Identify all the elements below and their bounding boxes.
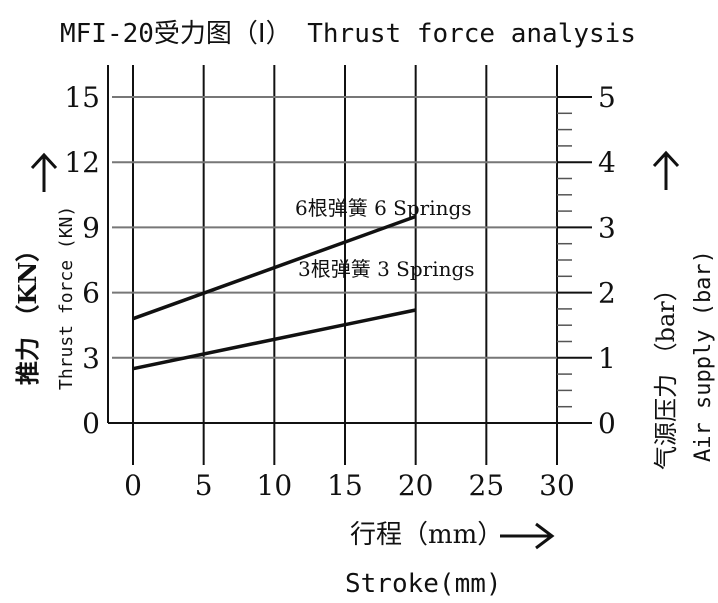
right-axis-title-en: Air supply (bar) — [691, 250, 716, 462]
x-tick-label: 20 — [398, 469, 434, 502]
x-tick-label: 5 — [195, 469, 213, 502]
right-arrow-icon — [500, 522, 555, 550]
grid — [112, 65, 558, 465]
y-right-tick-label: 3 — [598, 211, 616, 244]
y-left-tick-label: 0 — [82, 407, 100, 440]
series-lines — [132, 214, 417, 371]
x-axis-title: 行程（mm） Stroke(mm) — [345, 520, 555, 599]
series-label: 6根弹簧 6 Springs — [295, 196, 472, 220]
y-left-tick-label: 12 — [64, 146, 100, 179]
y-left-tick-label: 15 — [64, 81, 100, 114]
x-tick-labels: 0 5 10 15 20 25 30 — [124, 469, 575, 502]
x-axis-title-en: Stroke(mm) — [345, 569, 502, 599]
chart-title: MFI-20受力图（Ⅰ） Thrust force analysis — [60, 19, 636, 49]
x-tick-label: 15 — [327, 469, 363, 502]
y-right-tick-labels: 0 1 2 3 4 5 — [598, 81, 616, 440]
series-label: 3根弹簧 3 Springs — [298, 257, 475, 281]
x-tick-label: 10 — [257, 469, 293, 502]
left-axis-title: 推力 （KN） Thrust force (KN) — [13, 152, 77, 390]
right-axis-title-cn: 气源压力 （bar） — [652, 277, 680, 470]
y-right-tick-label: 4 — [598, 146, 616, 179]
right-axis-title: 气源压力 （bar） Air supply (bar) — [652, 150, 716, 470]
up-arrow-icon — [652, 150, 680, 190]
left-axis-title-cn: 推力 （KN） — [13, 238, 42, 385]
x-tick-label: 25 — [469, 469, 505, 502]
right-axis-minor-ticks — [557, 112, 572, 408]
x-axis-title-cn: 行程（mm） — [350, 520, 503, 550]
y-left-tick-label: 6 — [82, 277, 100, 310]
y-right-tick-label: 0 — [598, 407, 616, 440]
y-right-tick-label: 2 — [598, 277, 616, 310]
y-left-tick-label: 9 — [82, 211, 100, 244]
series-line — [132, 308, 417, 371]
x-tick-label: 0 — [124, 469, 142, 502]
left-axis-title-en: Thrust force (KN) — [56, 206, 77, 390]
x-tick-label: 30 — [539, 469, 575, 502]
y-left-tick-label: 3 — [82, 342, 100, 375]
y-left-tick-labels: 0 3 6 9 12 15 — [64, 81, 100, 440]
series-line — [132, 214, 417, 321]
y-right-tick-label: 5 — [598, 81, 616, 114]
series-labels: 6根弹簧 6 Springs 3根弹簧 3 Springs — [295, 196, 475, 281]
y-right-tick-label: 1 — [598, 342, 616, 375]
up-arrow-icon — [30, 152, 58, 192]
axes — [107, 65, 592, 424]
